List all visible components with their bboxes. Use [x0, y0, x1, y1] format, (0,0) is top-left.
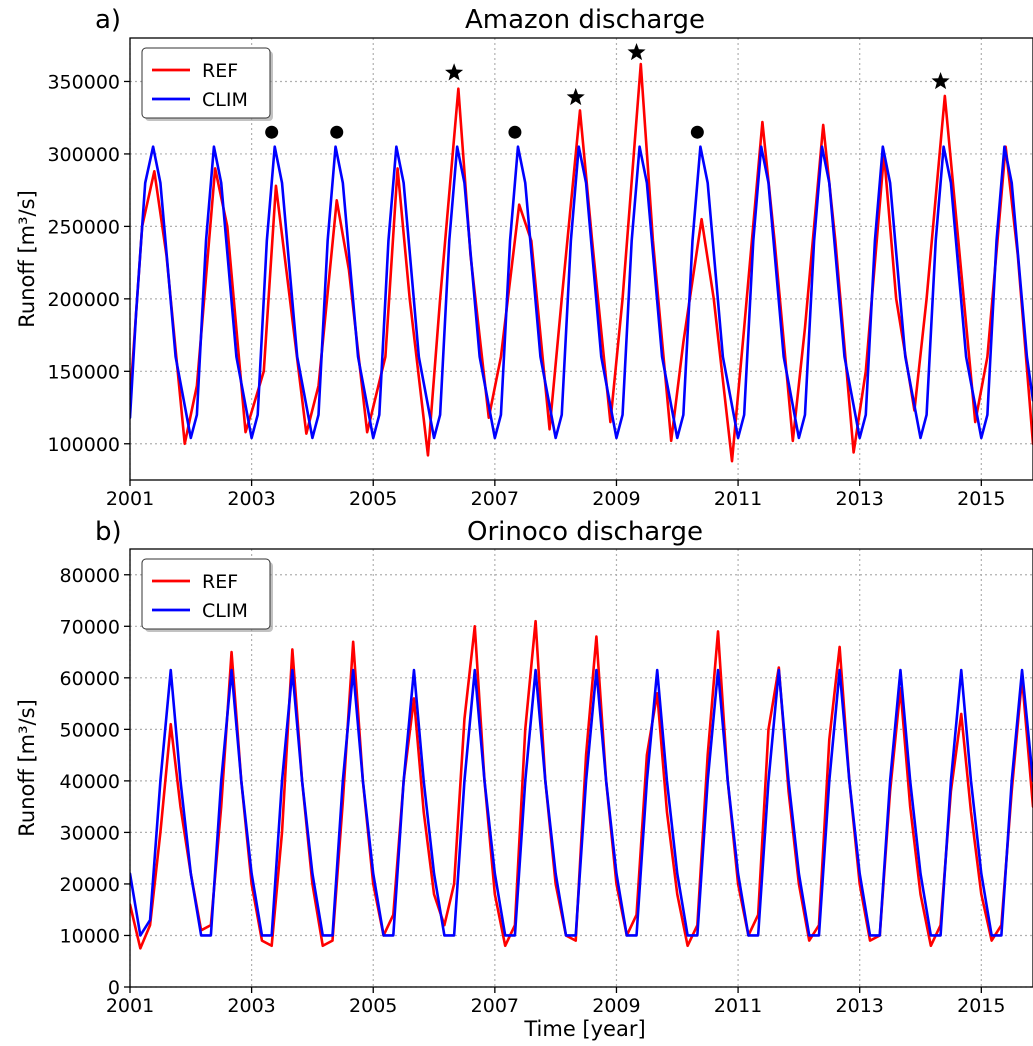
axes-frame: [129, 37, 1033, 481]
legend-label-clim: CLIM: [202, 600, 248, 622]
axes-frame: [129, 548, 1033, 988]
chart-title: Orinoco discharge: [467, 517, 703, 547]
series-line-clim: [130, 145, 1033, 440]
amazon-panel: 2001 2003 2005 2007 2009 2011 2013 2015 100000 15…: [15, 5, 1033, 510]
star-marker: [931, 71, 950, 90]
circle-marker: [330, 125, 344, 139]
y-tick-label: 300000: [47, 144, 120, 166]
x-tick-label: 2005: [349, 995, 397, 1017]
star-marker: [627, 42, 646, 61]
x-tick-label: 2003: [227, 995, 275, 1017]
y-tick-label: 10000: [60, 925, 120, 947]
y-tick-label: 250000: [47, 216, 120, 238]
x-tick-label: 2001: [106, 995, 154, 1017]
y-tick-label: 30000: [60, 822, 120, 844]
y-tick-label: 40000: [60, 771, 120, 793]
circle-marker: [690, 125, 704, 139]
x-tick-label: 2013: [836, 995, 884, 1017]
legend-label-ref: REF: [202, 60, 238, 82]
plot-area: [130, 38, 1033, 480]
x-tick-label: 2003: [227, 488, 275, 510]
x-tick-label: 2001: [106, 488, 154, 510]
x-tick-label: 2013: [836, 488, 884, 510]
panel-label: b): [95, 517, 122, 547]
circle-marker: [265, 125, 279, 139]
legend: REF CLIM: [141, 47, 273, 121]
x-axis-label: Time [year]: [523, 1017, 645, 1041]
chart-title: Amazon discharge: [465, 5, 705, 35]
y-tick-label: 70000: [60, 616, 120, 638]
y-tick-label: 20000: [60, 874, 120, 896]
legend: REF CLIM: [141, 558, 273, 632]
x-tick-label: 2011: [714, 488, 762, 510]
x-tick-label: 2005: [349, 488, 397, 510]
x-tick-label: 2015: [957, 488, 1005, 510]
y-tick-label: 0: [108, 977, 120, 999]
x-tick-label: 2011: [714, 995, 762, 1017]
y-axis-label: Runoff [m³/s]: [15, 699, 39, 837]
x-tick-label: 2009: [592, 995, 640, 1017]
y-tick-label: 80000: [60, 565, 120, 587]
y-tick-label: 60000: [60, 668, 120, 690]
panel-label: a): [95, 5, 121, 35]
y-tick-label: 100000: [47, 434, 120, 456]
y-tick-label: 350000: [47, 71, 120, 93]
circle-marker: [508, 125, 522, 139]
x-tick-label: 2007: [471, 995, 519, 1017]
y-tick-label: 50000: [60, 719, 120, 741]
x-tick-label: 2015: [957, 995, 1005, 1017]
x-tick-label: 2007: [471, 488, 519, 510]
star-marker: [566, 87, 585, 106]
x-tick-label: 2009: [592, 488, 640, 510]
y-tick-label: 150000: [47, 361, 120, 383]
star-marker: [445, 63, 464, 81]
legend-label-clim: CLIM: [202, 89, 248, 111]
y-tick-label: 200000: [47, 289, 120, 311]
orinoco-panel: 2001 2003 2005 2007 2009 2011 2013 2015 0 10000 20…: [15, 517, 1033, 1041]
y-axis-label: Runoff [m³/s]: [15, 190, 39, 328]
series-line-clim: [130, 668, 1033, 937]
legend-label-ref: REF: [202, 571, 238, 593]
